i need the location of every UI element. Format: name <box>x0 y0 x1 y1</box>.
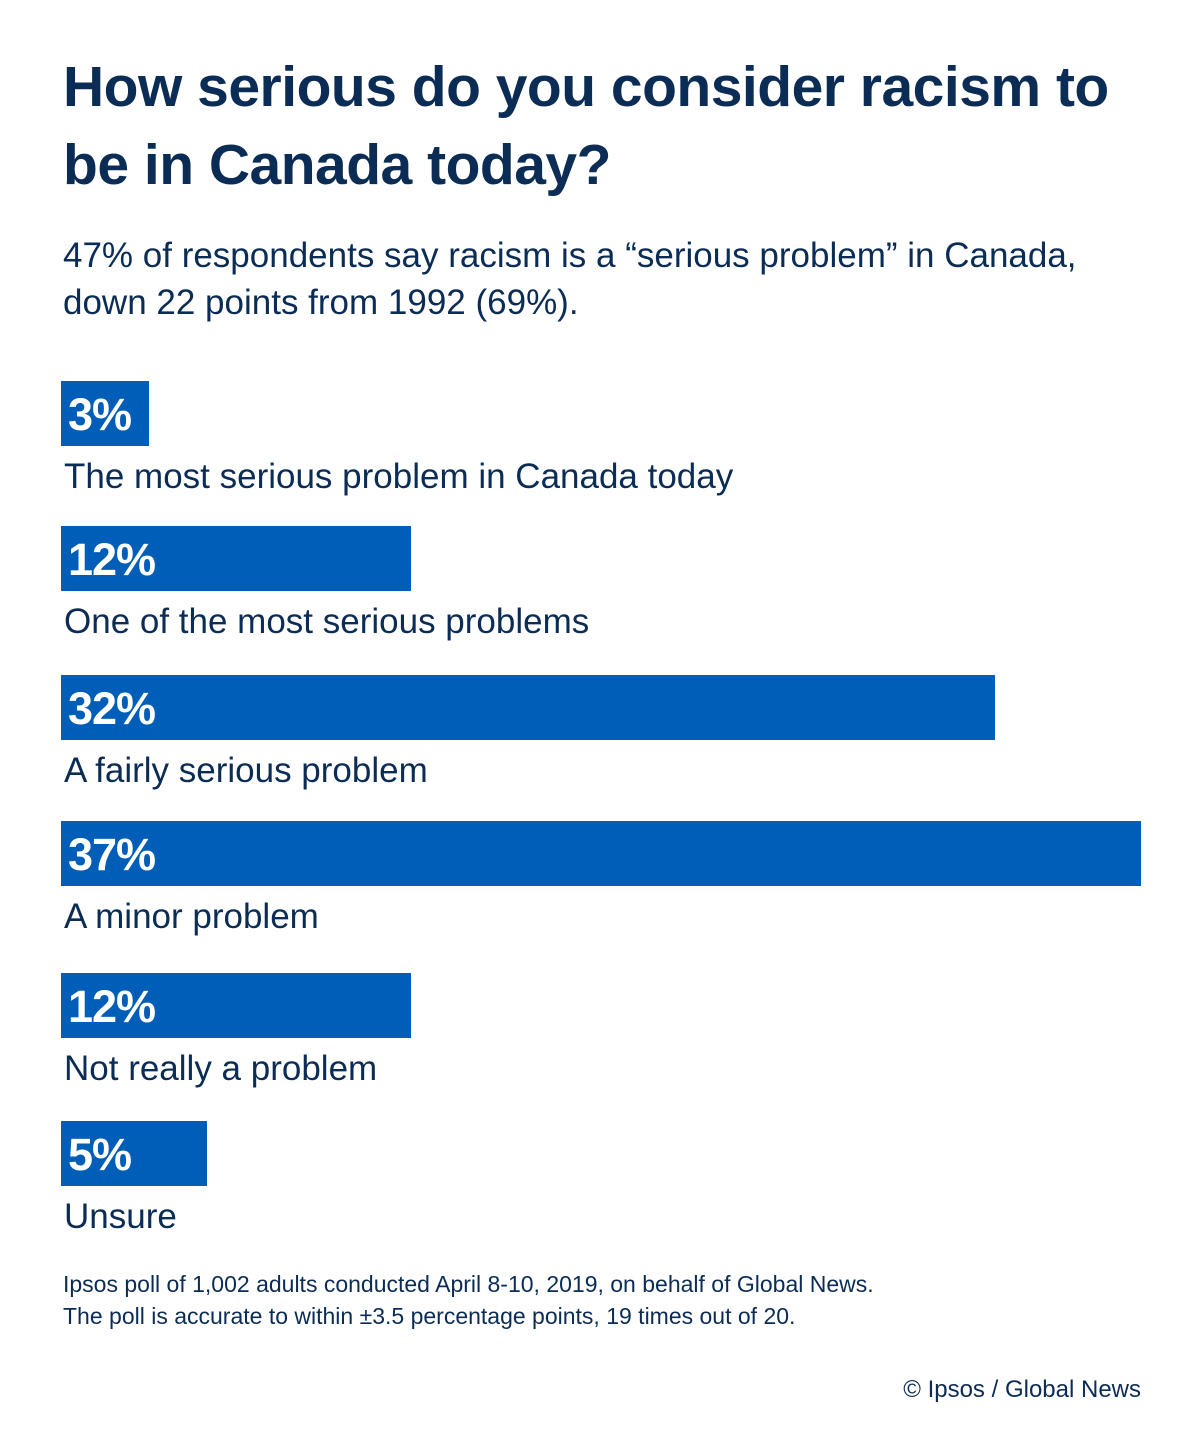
bar <box>61 381 149 446</box>
value-label: 5% <box>68 1129 132 1180</box>
bar <box>61 675 996 740</box>
value-label: 32% <box>68 683 156 734</box>
bar <box>61 821 1141 886</box>
bar <box>61 1121 207 1186</box>
footnote-line: The poll is accurate to within ±3.5 perc… <box>63 1303 796 1329</box>
chart-title: How serious do you consider racism to be… <box>63 55 1109 197</box>
value-label: 37% <box>68 829 156 880</box>
value-label: 3% <box>68 389 132 440</box>
category-label: One of the most serious problems <box>64 602 590 641</box>
credit: © Ipsos / Global News <box>903 1376 1141 1403</box>
category-label: Not really a problem <box>64 1049 378 1088</box>
value-label: 12% <box>68 981 156 1032</box>
category-label: A minor problem <box>64 897 319 936</box>
value-label: 12% <box>68 534 156 585</box>
category-label: Unsure <box>64 1197 177 1236</box>
footnote: Ipsos poll of 1,002 adults conducted Apr… <box>63 1268 874 1332</box>
bar <box>61 526 412 591</box>
category-label: The most serious problem in Canada today <box>64 457 734 496</box>
footnote-line: Ipsos poll of 1,002 adults conducted Apr… <box>63 1271 874 1297</box>
bar <box>61 973 412 1038</box>
chart-subtitle: 47% of respondents say racism is a “seri… <box>63 236 1077 322</box>
category-label: A fairly serious problem <box>64 751 428 790</box>
